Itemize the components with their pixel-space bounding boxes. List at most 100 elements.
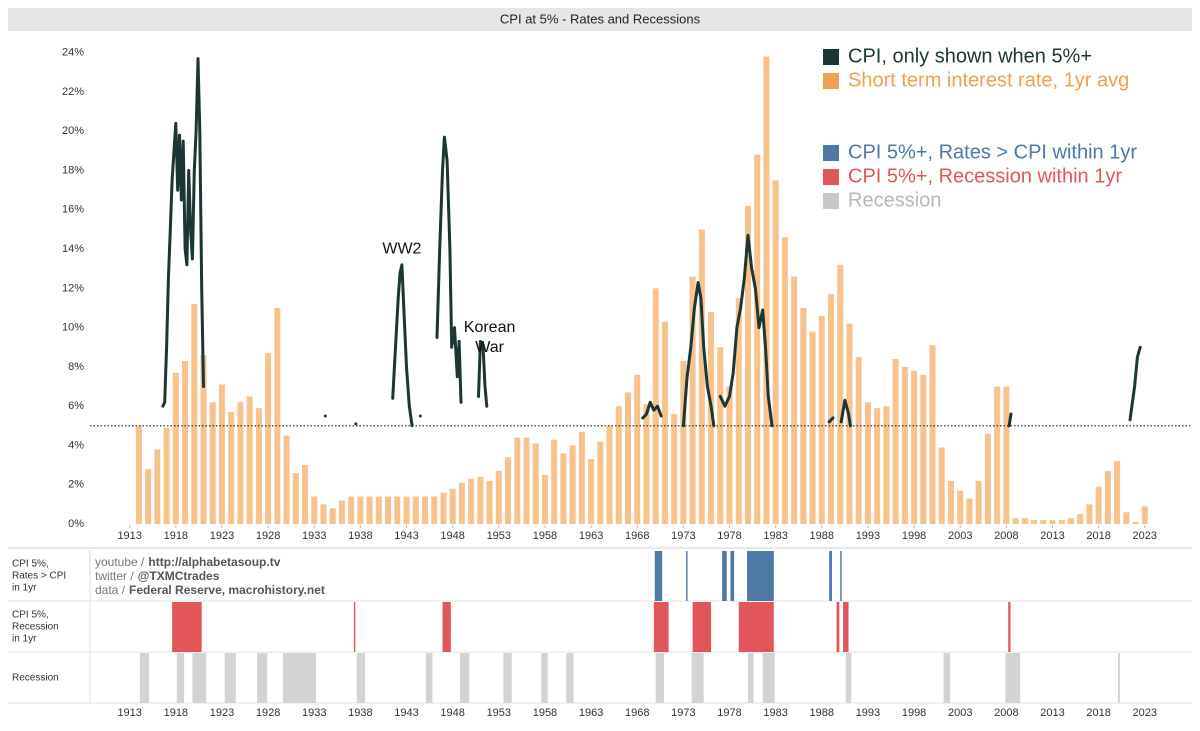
bar — [145, 469, 152, 525]
band-label: Recession — [12, 673, 59, 684]
chart-title: CPI at 5% - Rates and Recessions — [500, 11, 701, 26]
x-tick-label: 1983 — [763, 530, 787, 542]
legend-swatch — [823, 73, 839, 89]
band-span — [172, 602, 202, 652]
bar — [200, 355, 207, 525]
bar — [477, 476, 484, 525]
y-tick-label: 20% — [62, 125, 84, 137]
bar — [385, 496, 392, 525]
x-tick-label: 1968 — [625, 530, 649, 542]
bar — [643, 404, 650, 525]
band-span — [566, 653, 574, 703]
band-span — [425, 653, 433, 703]
x-tick-label: 1968 — [625, 707, 649, 719]
x-tick-label: 1993 — [856, 530, 880, 542]
annotation: Korean — [464, 319, 516, 336]
y-tick-label: 12% — [62, 282, 84, 294]
credit-label: twitter / — [95, 569, 134, 583]
bar — [311, 496, 318, 525]
band-label: in 1yr — [12, 634, 37, 645]
band-span — [139, 653, 150, 703]
bar — [588, 459, 595, 525]
bar — [671, 414, 678, 525]
band-span — [353, 602, 356, 652]
x-tick-label: 1918 — [164, 530, 188, 542]
band-span — [943, 653, 951, 703]
bar — [975, 480, 982, 525]
bar — [449, 488, 456, 525]
bar — [1104, 470, 1111, 525]
bar — [541, 474, 548, 525]
bar — [255, 408, 262, 525]
bar — [1132, 522, 1139, 525]
bar — [708, 311, 715, 525]
x-tick-label: 1933 — [302, 707, 326, 719]
bar — [698, 229, 705, 525]
bar — [375, 496, 382, 525]
bar — [818, 315, 825, 525]
band-span — [442, 602, 451, 652]
x-tick-label: 1943 — [394, 530, 418, 542]
bar — [1003, 386, 1010, 525]
bar — [283, 435, 290, 525]
bar — [172, 372, 179, 525]
bar — [781, 237, 788, 525]
bar — [182, 361, 189, 525]
x-tick-label: 1938 — [348, 530, 372, 542]
band-span — [762, 653, 775, 703]
bar — [135, 425, 142, 525]
bar — [717, 347, 724, 525]
bar — [837, 264, 844, 525]
y-tick-label: 22% — [62, 86, 84, 98]
credit-label: data / — [95, 583, 126, 597]
bar — [957, 490, 964, 525]
y-tick-label: 8% — [68, 361, 84, 373]
bar — [791, 276, 798, 525]
bar — [892, 359, 899, 525]
bar — [458, 482, 465, 525]
band-span — [176, 653, 185, 703]
band-span — [691, 653, 704, 703]
band-span — [460, 653, 470, 703]
bar — [634, 374, 641, 525]
band-span — [747, 653, 754, 703]
bar — [966, 498, 973, 525]
x-tick-label: 1938 — [348, 707, 372, 719]
x-tick-label: 1948 — [440, 707, 464, 719]
bar — [338, 500, 345, 525]
annotation: War — [475, 339, 504, 356]
x-tick-label: 1988 — [810, 530, 834, 542]
y-tick-label: 24% — [62, 47, 84, 59]
band-span — [722, 551, 727, 601]
x-tick-label: 1913 — [117, 707, 141, 719]
bar — [302, 465, 309, 525]
bar — [947, 480, 954, 525]
bar — [154, 449, 161, 525]
x-tick-label: 1958 — [533, 707, 557, 719]
y-tick-label: 0% — [68, 518, 84, 530]
x-tick-label: 1958 — [533, 530, 557, 542]
credit-label: youtube / — [95, 555, 145, 569]
bar — [800, 307, 807, 525]
x-tick-label: 1928 — [256, 530, 280, 542]
band-span — [192, 653, 207, 703]
bar — [163, 427, 170, 525]
x-tick-label: 2003 — [948, 530, 972, 542]
bar — [357, 496, 364, 525]
bar — [486, 480, 493, 525]
bar — [763, 56, 770, 525]
bar — [320, 504, 327, 525]
bar — [828, 294, 835, 525]
x-tick-label: 2013 — [1040, 707, 1064, 719]
legend-label: CPI 5%+, Rates > CPI within 1yr — [848, 141, 1137, 163]
bar — [689, 276, 696, 525]
bar — [569, 445, 576, 525]
bar — [597, 441, 604, 525]
legend-label: Recession — [848, 189, 941, 211]
cpi-line — [161, 57, 1142, 428]
bar — [348, 496, 355, 525]
x-tick-label: 1913 — [117, 530, 141, 542]
legend-swatch — [823, 169, 839, 185]
x-tick-label: 1973 — [671, 530, 695, 542]
bar — [1141, 506, 1148, 525]
